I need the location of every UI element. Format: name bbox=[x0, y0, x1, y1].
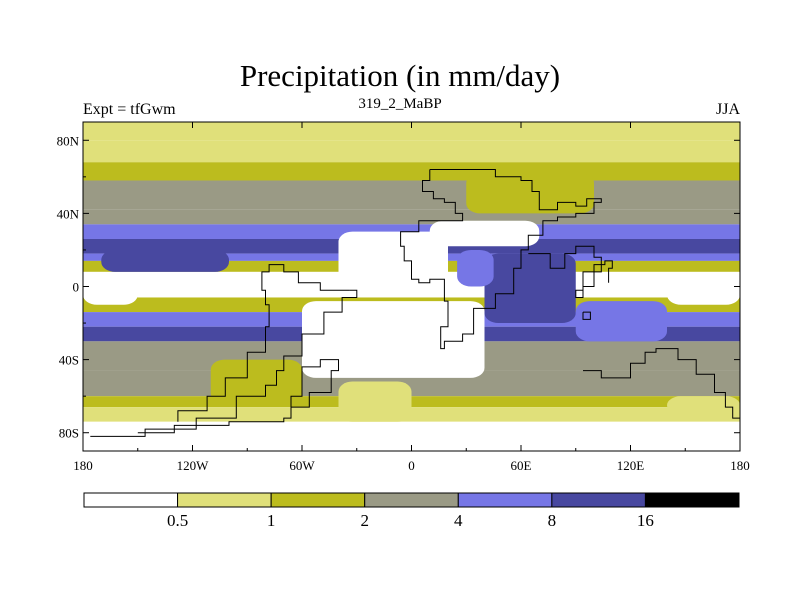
precip-field bbox=[83, 122, 740, 451]
y-tick-label: 40N bbox=[57, 206, 80, 221]
y-tick-label: 0 bbox=[73, 280, 80, 295]
precip-patch-0 bbox=[302, 301, 485, 378]
coastline-india-se-asia bbox=[528, 245, 613, 298]
colorbar-label: 1 bbox=[267, 511, 276, 530]
coastline-afro-eurasia bbox=[400, 169, 602, 350]
x-tick-label: 180 bbox=[730, 458, 750, 473]
axes: 180 120W 60W 0 60E 120E 180 80N 40N 0 40S 80S bbox=[57, 122, 750, 473]
coastline-small-island bbox=[582, 311, 591, 320]
colorbar-label: 8 bbox=[548, 511, 557, 530]
x-tick-label: 60E bbox=[511, 458, 532, 473]
x-tick-label: 0 bbox=[408, 458, 415, 473]
colorbar-swatch bbox=[551, 492, 646, 508]
precip-patch-9 bbox=[575, 301, 667, 342]
precip-band-0 bbox=[83, 122, 740, 141]
experiment-label: Expt = tfGwm bbox=[83, 101, 176, 118]
colorbar: 0.5 1 2 4 8 16 bbox=[83, 492, 740, 530]
precip-patch-2 bbox=[429, 220, 540, 247]
precip-patch-4 bbox=[457, 249, 494, 287]
y-tick-label: 80N bbox=[57, 133, 80, 148]
y-tick-label: 80S bbox=[59, 426, 79, 441]
colorbar-swatch bbox=[364, 492, 459, 508]
colorbar-swatch bbox=[457, 492, 553, 508]
colorbar-label: 0.5 bbox=[167, 511, 188, 530]
x-tick-label: 60W bbox=[289, 458, 315, 473]
colorbar-swatch bbox=[644, 492, 740, 508]
colorbar-label: 4 bbox=[454, 511, 463, 530]
precip-patch-1 bbox=[338, 231, 448, 287]
colorbar-swatch bbox=[83, 492, 179, 508]
precip-patch-7 bbox=[210, 359, 302, 404]
precip-band-1 bbox=[83, 140, 740, 163]
coastline-antarctic-interior bbox=[137, 359, 339, 434]
season-label: JJA bbox=[715, 101, 740, 118]
x-tick-label: 180 bbox=[73, 458, 93, 473]
x-tick-label: 120E bbox=[617, 458, 645, 473]
colorbar-label: 2 bbox=[360, 511, 369, 530]
coastline-south-america bbox=[90, 289, 358, 437]
precip-patch-12 bbox=[667, 396, 740, 415]
precip-patch-3 bbox=[484, 253, 576, 324]
colorbar-swatch bbox=[177, 492, 272, 508]
x-tick-label: 120W bbox=[177, 458, 210, 473]
y-tick-label: 40S bbox=[59, 353, 79, 368]
chart-title: Precipitation (in mm/day) bbox=[239, 58, 561, 93]
coastline-south-america-west bbox=[177, 264, 350, 422]
colorbar-label: 16 bbox=[637, 511, 654, 530]
precip-patch-10 bbox=[667, 279, 740, 305]
precip-patch-11 bbox=[83, 279, 138, 305]
precip-patch-5 bbox=[466, 173, 594, 214]
time-label: 319_2_MaBP bbox=[358, 96, 442, 112]
precip-patch-6 bbox=[101, 249, 229, 272]
precip-band-3 bbox=[83, 180, 740, 210]
precip-band-4 bbox=[83, 209, 740, 225]
coastline-australia-antarctica bbox=[583, 348, 740, 430]
coastlines bbox=[90, 169, 740, 437]
colorbar-swatch bbox=[270, 492, 366, 508]
precip-band-16 bbox=[83, 407, 740, 422]
precip-patch-8 bbox=[338, 381, 412, 422]
precip-band-2 bbox=[83, 162, 740, 181]
